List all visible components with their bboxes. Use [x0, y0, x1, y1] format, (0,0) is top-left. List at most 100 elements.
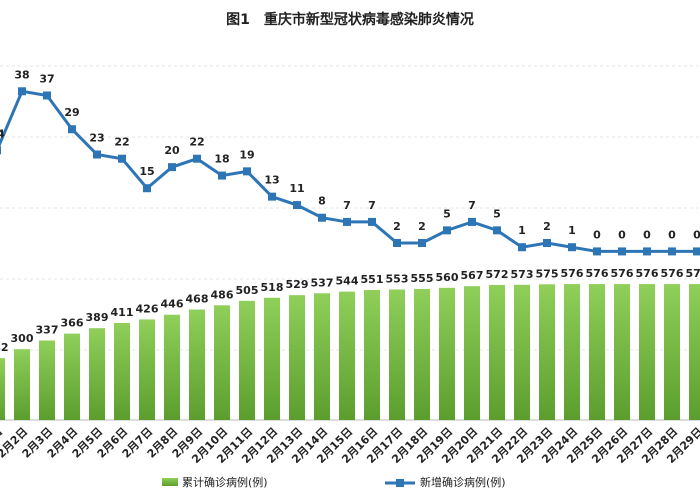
data-label: 11 [289, 182, 304, 195]
line-marker [68, 125, 76, 134]
line-marker [493, 226, 501, 235]
line-marker [268, 192, 276, 201]
bar [114, 323, 130, 420]
bar [64, 333, 80, 420]
line-marker [468, 217, 476, 226]
data-label: 18 [214, 153, 229, 166]
bar [0, 358, 5, 420]
line-marker [668, 247, 676, 256]
line-marker [93, 150, 101, 159]
data-label: 576 [561, 267, 584, 280]
data-label: 544 [336, 275, 359, 288]
bar [89, 328, 105, 420]
data-label: 468 [186, 293, 209, 306]
line-marker [593, 247, 601, 256]
bar [689, 284, 700, 420]
data-label: 576 [686, 267, 700, 280]
data-label: 1 [518, 224, 526, 237]
data-label: 576 [586, 267, 609, 280]
bar [539, 284, 555, 420]
bar [239, 300, 255, 420]
bar [264, 297, 280, 420]
data-label: 0 [618, 228, 626, 241]
data-label: 576 [611, 267, 634, 280]
data-label: 576 [636, 267, 659, 280]
line-marker [293, 201, 301, 210]
line-marker [168, 163, 176, 172]
data-label: 8 [318, 195, 326, 208]
line-marker [643, 247, 651, 256]
line-marker [693, 247, 700, 256]
line-marker [218, 171, 226, 180]
data-label: 20 [164, 144, 180, 157]
bar [364, 289, 380, 420]
line-marker [518, 243, 526, 252]
line-marker [368, 217, 376, 226]
line [0, 89, 697, 253]
data-label: 24 [0, 127, 5, 140]
data-label: 572 [486, 268, 509, 281]
data-label: 38 [14, 68, 29, 81]
bar [389, 289, 405, 420]
line-marker [18, 87, 26, 96]
data-label: 29 [64, 106, 79, 119]
line-marker [568, 243, 576, 252]
line-marker [43, 91, 51, 100]
bar [164, 314, 180, 420]
bar [314, 293, 330, 420]
bar [614, 284, 630, 420]
bar [639, 284, 655, 420]
line-marker [543, 239, 551, 247]
data-label: 0 [593, 228, 601, 241]
legend-swatch [162, 478, 178, 486]
bar [664, 284, 680, 420]
data-label: 426 [136, 302, 159, 315]
data-label: 37 [39, 73, 54, 86]
data-label: 337 [36, 323, 59, 336]
bar [14, 349, 30, 420]
bar [139, 319, 155, 420]
chart-title: 图1 重庆市新型冠状病毒感染肺炎情况 [226, 11, 474, 28]
bar [489, 285, 505, 420]
data-label: 300 [11, 332, 34, 345]
data-label: 13 [264, 174, 279, 187]
data-label: 411 [111, 306, 134, 319]
data-label: 1 [568, 224, 576, 237]
bar [439, 287, 455, 420]
bar [214, 305, 230, 420]
bar [414, 289, 430, 420]
data-label: 389 [86, 311, 109, 324]
data-label: 15 [139, 165, 154, 178]
line-marker [393, 239, 401, 247]
data-label: 518 [261, 281, 284, 294]
bar [514, 284, 530, 420]
line-marker [143, 184, 151, 193]
data-label: 22 [114, 136, 129, 149]
legend-label: 累计确诊病例(例) [182, 475, 268, 489]
bar [589, 284, 605, 420]
legend-label: 新增确诊病例(例) [420, 475, 506, 489]
bar [39, 340, 55, 420]
data-label: 573 [511, 268, 534, 281]
line-marker [618, 247, 626, 256]
data-label: 7 [468, 199, 476, 212]
data-label: 5 [443, 207, 451, 220]
line-marker [118, 154, 126, 163]
data-label: 2 [418, 220, 426, 233]
data-label: 486 [211, 288, 234, 301]
data-label: 262 [0, 341, 8, 354]
data-label: 575 [536, 267, 559, 280]
data-label: 446 [161, 298, 184, 311]
data-label: 560 [436, 271, 459, 284]
line-marker [443, 226, 451, 235]
data-label: 366 [61, 317, 84, 330]
legend-swatch [396, 479, 404, 487]
line-marker [0, 146, 1, 155]
data-label: 7 [343, 199, 351, 212]
bar [189, 309, 205, 420]
data-label: 0 [668, 228, 676, 241]
line-marker [243, 167, 251, 176]
data-label: 567 [461, 269, 484, 282]
data-label: 505 [236, 284, 259, 297]
